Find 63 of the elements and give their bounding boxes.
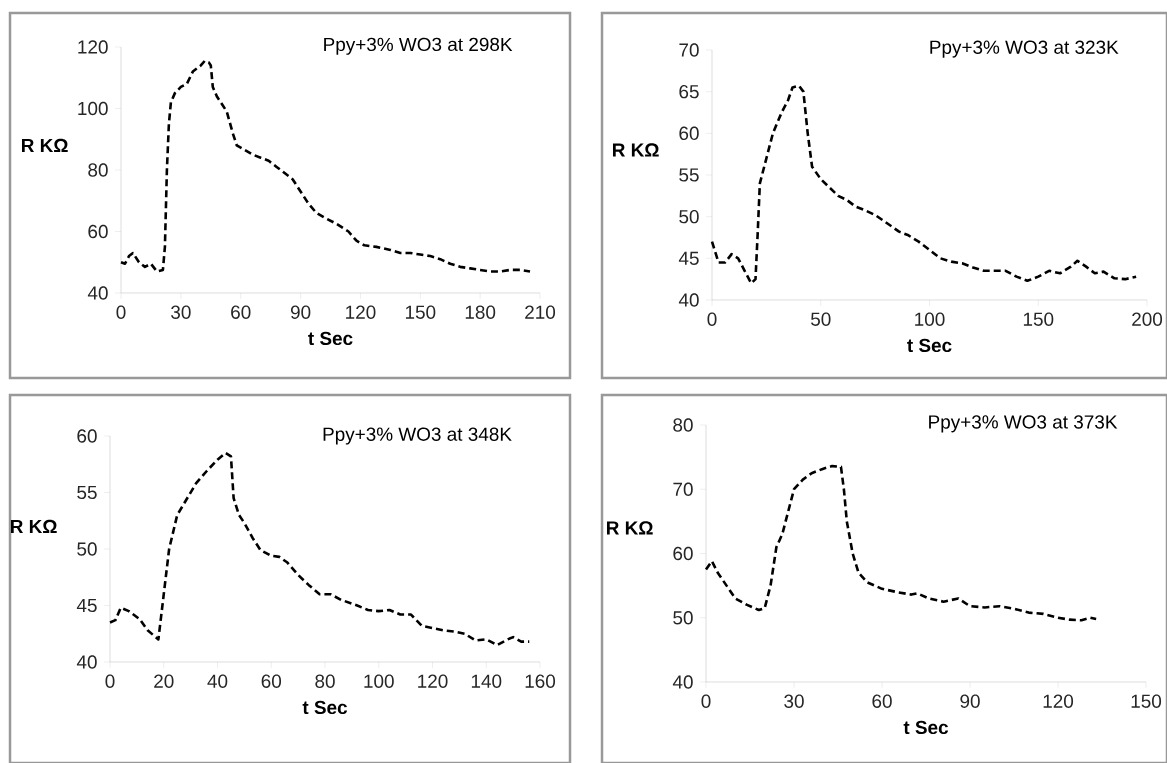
x-tick-label: 0 [105,674,115,688]
y-tick-label: 65 [679,84,699,99]
line-series [704,464,1098,622]
y-tick-label: 45 [678,251,699,265]
x-tick-label: 60 [261,674,282,688]
y-tick-label: 80 [88,163,108,177]
y-tick-label: 80 [673,418,693,432]
y-tick-label: 45 [76,598,97,613]
y-tick-label: 40 [87,286,108,300]
chart-title: Ppy+3% WO3 at 323K [930,40,1119,58]
x-tick-label: 150 [1131,694,1162,708]
x-tick-label: 40 [207,674,228,688]
x-tick-label: 90 [960,694,980,708]
chart-title: Ppy+3% WO3 at 348K [323,427,512,445]
x-tick-label: 150 [405,305,436,319]
chart-title: Ppy+3% WO3 at 298K [324,37,513,55]
x-tick-label: 20 [154,674,174,688]
x-tick-label: 120 [418,674,448,688]
y-tick-label: 100 [78,101,108,116]
x-tick-label: 0 [701,694,711,708]
x-tick-label: 60 [231,305,251,319]
x-tick-label: 0 [707,312,717,326]
y-tick-label: 50 [673,611,693,625]
x-tick-label: 0 [116,305,126,319]
x-tick-label: 80 [315,674,335,688]
x-axis-title: t Sec [907,338,952,353]
x-axis-title: t Sec [302,700,348,715]
x-axis-title: t Sec [308,331,353,346]
x-tick-label: 180 [465,305,496,319]
x-tick-label: 200 [1132,312,1163,326]
y-axis-title: R KΩ [21,138,68,152]
line-series [119,59,532,273]
y-tick-label: 70 [679,43,699,57]
x-tick-label: 100 [364,674,394,688]
y-tick-label: 40 [76,655,97,669]
y-axis-title: R KΩ [606,521,653,535]
x-tick-label: 160 [525,674,556,688]
y-tick-label: 70 [673,482,693,496]
y-tick-label: 40 [678,293,699,307]
y-tick-label: 50 [77,542,97,556]
chart-title: Ppy+3% WO3 at 373K [929,415,1118,433]
x-tick-label: 120 [346,305,376,319]
x-tick-label: 150 [1023,312,1054,326]
y-tick-label: 60 [77,429,97,443]
y-tick-label: 60 [88,224,108,239]
y-tick-label: 60 [673,546,693,561]
x-tick-label: 60 [872,694,892,708]
y-tick-label: 55 [679,168,699,182]
x-tick-label: 30 [784,694,804,708]
y-tick-label: 120 [78,40,108,54]
x-tick-label: 120 [1043,694,1074,708]
x-tick-label: 140 [471,674,502,688]
y-tick-label: 60 [679,126,699,141]
y-tick-label: 55 [77,485,97,500]
y-axis-title: R KΩ [10,519,57,533]
x-tick-label: 90 [290,305,311,319]
y-axis-title: R KΩ [612,143,659,157]
x-tick-label: 30 [171,305,191,319]
x-tick-label: 100 [915,312,945,326]
x-axis-title: t Sec [903,720,949,735]
x-tick-label: 50 [810,312,831,326]
y-tick-label: 50 [679,209,699,224]
x-tick-label: 210 [525,305,556,319]
